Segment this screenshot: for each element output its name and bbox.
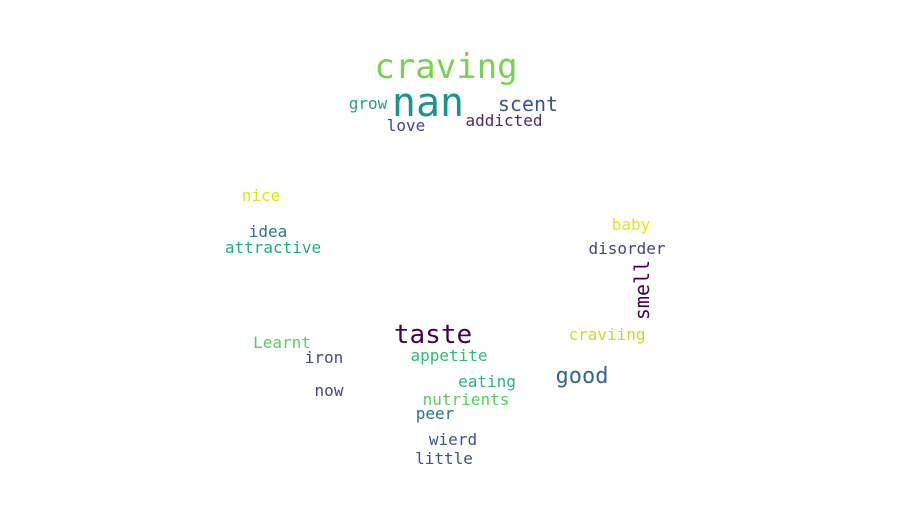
word-craving: craving [374,47,518,87]
word-iron: iron [304,348,344,367]
word-good: good [555,364,609,389]
word-grow: grow [348,94,388,113]
word-smell: smell [630,259,654,321]
word-taste: taste [393,320,473,350]
word-learnt: Learnt [253,333,311,352]
word-peer: peer [415,404,455,423]
word-love: love [386,116,426,135]
word-now: now [314,381,344,400]
word-nutrients: nutrients [422,390,510,409]
word-appetite: appetite [410,346,488,365]
word-baby: baby [611,215,651,234]
word-wierd: wierd [428,430,478,449]
word-craviing: craviing [568,325,646,344]
word-nan: nan [391,80,465,126]
word-addicted: addicted [465,111,543,130]
word-disorder: disorder [588,239,666,258]
word-eating: eating [458,372,516,391]
word-nice: nice [241,186,281,205]
word-little: little [415,449,473,468]
word-attractive: attractive [224,238,322,257]
word-scent: scent [497,92,559,116]
word-idea: idea [248,222,288,241]
